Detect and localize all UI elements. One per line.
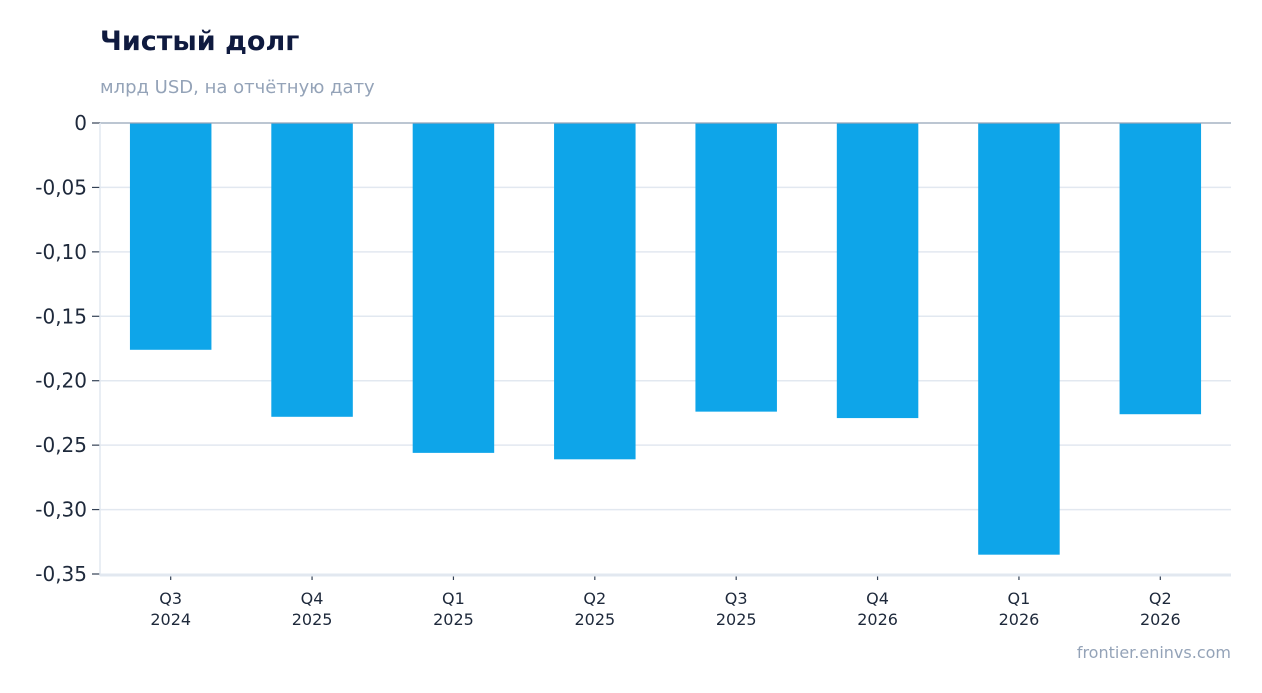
x-tick-label-year: 2024 xyxy=(150,610,191,629)
bar xyxy=(412,123,495,453)
y-tick-label: -0,25 xyxy=(35,433,87,457)
bar xyxy=(978,123,1060,555)
grid-lines xyxy=(100,186,1231,511)
x-tick-label-year: 2026 xyxy=(999,610,1040,629)
y-tick-label: -0,30 xyxy=(35,498,87,522)
y-tick-label: -0,35 xyxy=(35,562,87,586)
y-tick-labels: 0 -0,05 -0,10 -0,15 -0,20 -0,25 -0,30 -0,35 xyxy=(35,111,87,586)
y-tick-label: -0,20 xyxy=(35,369,87,393)
x-tick-label-year: 2025 xyxy=(292,610,333,629)
x-tick-label-quarter: Q1 xyxy=(1008,589,1031,608)
bars xyxy=(129,123,1202,555)
y-tick-label: 0 xyxy=(74,111,87,135)
y-tick-label: -0,10 xyxy=(35,240,87,264)
source-label: frontier.eninvs.com xyxy=(1076,643,1231,662)
x-tick-label-quarter: Q2 xyxy=(583,589,606,608)
x-tick-label-quarter: Q2 xyxy=(1149,589,1172,608)
chart-subtitle: млрд USD, на отчётную дату xyxy=(100,77,375,98)
bar xyxy=(129,123,212,350)
axes xyxy=(92,122,1231,580)
chart-title: Чистый долг xyxy=(100,26,300,57)
x-tick-labels: Q3 2024 Q4 2025 Q1 2025 Q2 2025 Q3 2025 Q4 2026 Q1 20… xyxy=(150,589,1180,629)
x-tick-label-quarter: Q4 xyxy=(866,589,889,608)
y-tick-label: -0,15 xyxy=(35,304,87,328)
bar xyxy=(1119,123,1202,415)
y-tick-label: -0,05 xyxy=(35,175,87,199)
x-tick-label-quarter: Q3 xyxy=(159,589,182,608)
x-tick-label-year: 2025 xyxy=(716,610,757,629)
bar xyxy=(695,123,777,412)
x-tick-label-year: 2025 xyxy=(433,610,474,629)
bar xyxy=(554,123,636,460)
x-tick-label-year: 2025 xyxy=(574,610,615,629)
x-tick-label-year: 2026 xyxy=(857,610,898,629)
bar xyxy=(836,123,919,419)
bar xyxy=(271,123,353,417)
x-tick-label-quarter: Q3 xyxy=(725,589,748,608)
x-tick-label-quarter: Q1 xyxy=(442,589,465,608)
x-tick-label-quarter: Q4 xyxy=(301,589,324,608)
x-tick-label-year: 2026 xyxy=(1140,610,1181,629)
